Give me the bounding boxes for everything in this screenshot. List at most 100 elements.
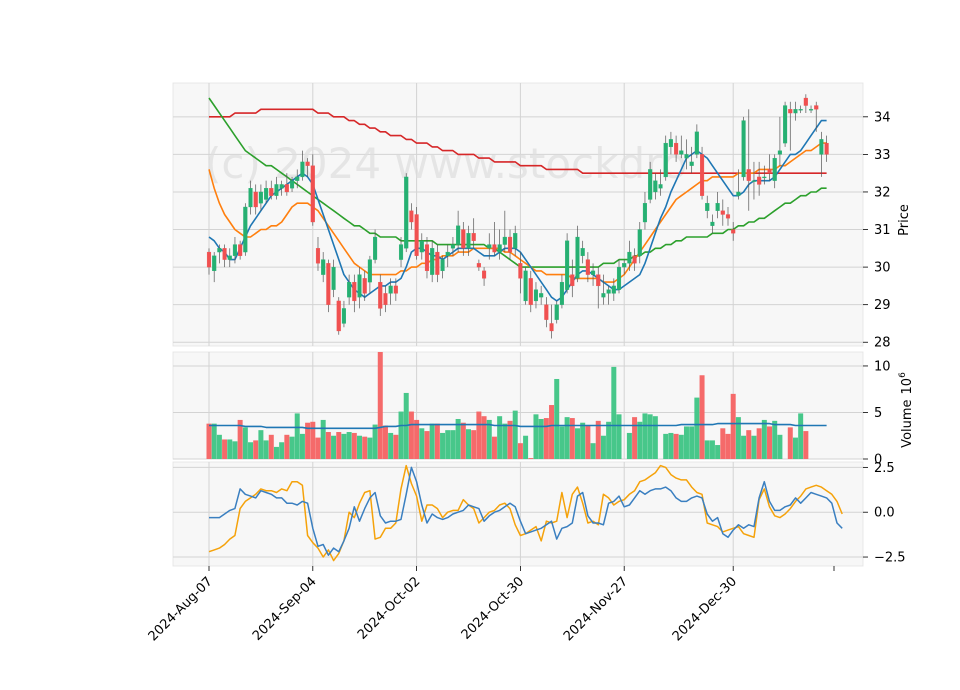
volume-bar-up	[440, 432, 446, 459]
volume-bar-up	[331, 435, 337, 459]
volume-bar-up	[512, 410, 518, 459]
price-axis-label: Price	[897, 204, 912, 236]
volume-bar-down	[787, 427, 793, 459]
x-tick-label: 2024-Sep-04	[250, 574, 320, 644]
volume-bar-down	[569, 418, 575, 459]
candle-up	[751, 180, 756, 182]
x-tick-label: 2024-Dec-30	[670, 574, 740, 644]
volume-bar-down	[803, 431, 809, 459]
volume-bar-down	[382, 425, 388, 459]
volume-bar-up	[580, 422, 586, 459]
candle-up	[601, 293, 606, 298]
volume-bar-up	[735, 417, 741, 459]
watermark: (c) 2024 www.stockdro	[205, 139, 687, 188]
candle-down	[549, 323, 554, 332]
volume-bar-down	[699, 375, 705, 459]
candle-up	[217, 248, 222, 253]
volume-bar-down	[351, 432, 357, 459]
oscillator-y-tick-label: −2.5	[874, 551, 906, 566]
candle-down	[528, 278, 533, 305]
candle-up	[274, 184, 279, 196]
candle-up	[289, 180, 295, 189]
candle-up	[684, 154, 689, 159]
volume-bar-up	[445, 430, 451, 459]
candle-up	[466, 233, 471, 249]
candle-up	[627, 251, 632, 264]
candle-up	[347, 281, 352, 298]
volume-bar-down	[336, 432, 342, 459]
volume-bar-up	[455, 418, 461, 459]
candle-down	[731, 229, 736, 234]
price-y-tick-label: 28	[874, 336, 891, 351]
volume-bar-up	[559, 426, 565, 459]
volume-bar-up	[777, 434, 783, 459]
candle-up	[321, 259, 326, 275]
candle-down	[476, 263, 481, 268]
volume-bar-down	[746, 430, 752, 459]
volume-bar-down	[632, 417, 638, 459]
candle-up	[710, 221, 715, 226]
candle-up	[705, 203, 710, 211]
volume-bar-down	[517, 443, 523, 459]
volume-bar-up	[704, 440, 710, 459]
candle-up	[243, 206, 248, 253]
volume-bar-up	[372, 424, 378, 459]
volume-bar-up	[751, 435, 757, 459]
candle-down	[238, 244, 243, 256]
volume-bar-up	[216, 434, 222, 459]
candle-down	[544, 304, 549, 320]
volume-bar-down	[549, 405, 555, 459]
candle-up	[388, 285, 393, 294]
volume-bar-down	[206, 423, 212, 459]
candle-down	[700, 154, 705, 196]
candle-down	[632, 255, 637, 264]
volume-bar-up	[242, 427, 248, 459]
candle-up	[554, 304, 559, 320]
x-tick-label: 2024-Nov-27	[561, 574, 631, 644]
volume-bar-up	[273, 446, 279, 459]
volume-bar-down	[315, 437, 321, 459]
volume-bar-up	[450, 430, 456, 459]
candle-down	[424, 244, 430, 272]
candle-down	[788, 109, 793, 114]
candle-up	[300, 161, 305, 178]
volume-bar-up	[761, 419, 767, 459]
volume-bar-up	[709, 440, 715, 459]
candle-up	[430, 248, 435, 275]
volume-bar-up	[600, 435, 606, 459]
candle-up	[373, 236, 378, 260]
volume-bar-up	[798, 413, 804, 459]
volume-bar-down	[253, 440, 259, 459]
candle-up	[502, 236, 507, 245]
price-plot	[206, 94, 829, 339]
volume-bar-down	[460, 422, 466, 459]
candle-up	[497, 244, 502, 253]
candle-up	[679, 150, 684, 155]
candle-up	[668, 139, 673, 148]
volume-bar-up	[227, 439, 233, 459]
candle-up	[559, 281, 564, 305]
candle-down	[482, 270, 487, 279]
candle-up	[819, 139, 824, 155]
grid-lines	[173, 83, 863, 566]
candle-up	[440, 259, 445, 272]
volume-bar-up	[398, 411, 404, 459]
volume-bar-down	[673, 433, 679, 459]
volume-bar-down	[585, 425, 591, 459]
volume-bar-up	[320, 419, 326, 459]
volume-bar-up	[590, 443, 596, 459]
candle-up	[694, 131, 699, 155]
volume-bar-up	[689, 426, 695, 459]
candle-up	[591, 270, 596, 275]
candle-up	[606, 289, 611, 294]
volume-ma-line	[209, 422, 827, 430]
candle-down	[518, 263, 523, 279]
candle-down	[471, 233, 476, 241]
oscillator-plot	[208, 464, 843, 562]
candle-down	[725, 214, 731, 219]
volume-bar-down	[284, 434, 290, 459]
volume-bar-down	[481, 416, 487, 459]
volume-bar-up	[466, 429, 471, 459]
volume-bar-up	[289, 436, 295, 459]
price-y-tick-label: 34	[874, 110, 891, 125]
